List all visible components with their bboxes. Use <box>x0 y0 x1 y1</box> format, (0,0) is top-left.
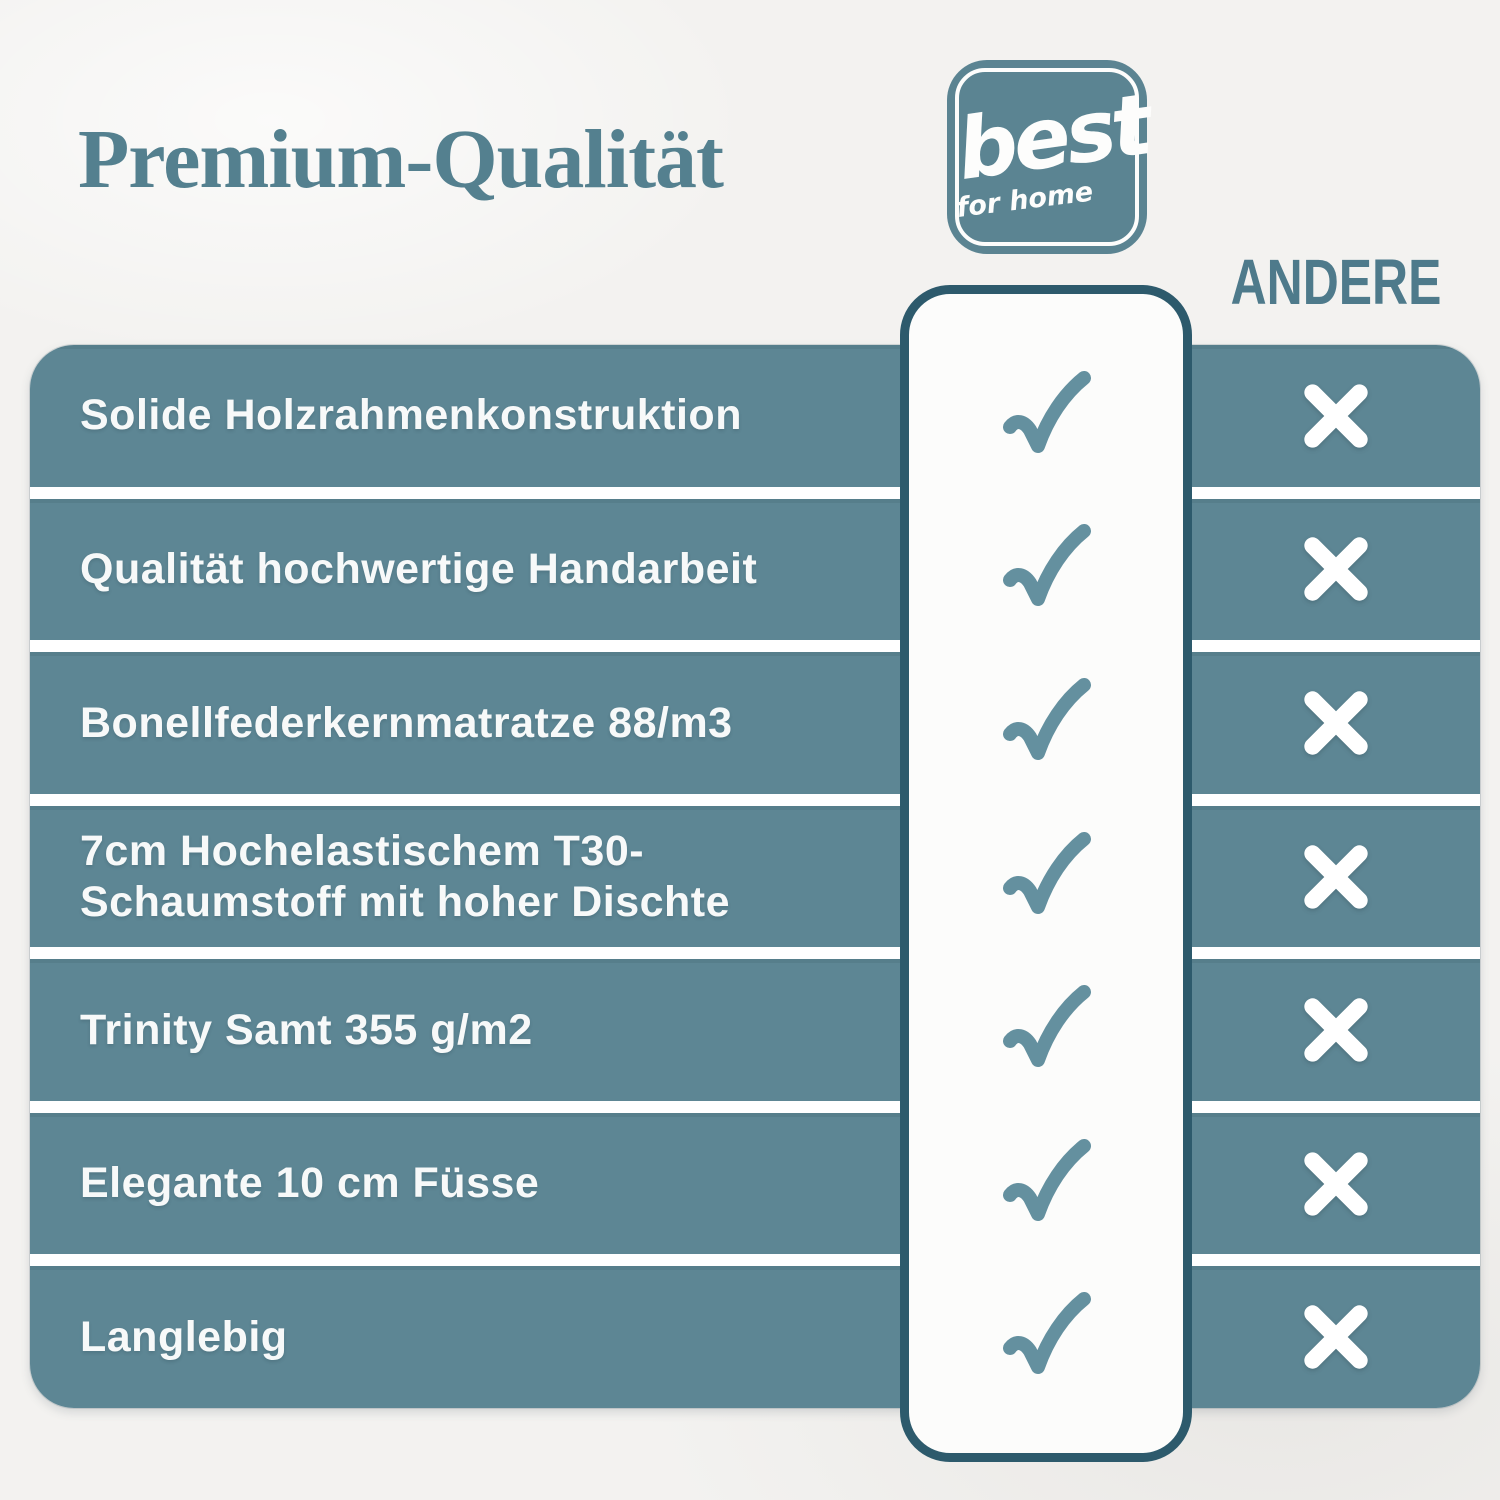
table-row: Trinity Samt 355 g/m2 <box>30 959 1480 1101</box>
table-row: Qualität hochwertige Handarbeit <box>30 498 1480 641</box>
cross-icon <box>1291 1292 1381 1382</box>
cross-icon <box>1291 1139 1381 1229</box>
row-label: Langlebig <box>80 1312 288 1361</box>
table-row: Elegante 10 cm Füsse <box>30 1112 1480 1255</box>
cross-icon <box>1291 985 1381 1075</box>
page-title: Premium-Qualität <box>78 113 724 206</box>
row-label: Trinity Samt 355 g/m2 <box>80 1005 533 1054</box>
check-icon <box>909 806 1183 948</box>
check-icon <box>909 345 1183 487</box>
cross-icon <box>1291 371 1381 461</box>
row-label: Solide Holzrahmenkonstruktion <box>80 391 742 440</box>
check-icon <box>909 959 1183 1101</box>
logo-inner-border: best for home <box>951 68 1154 246</box>
best-column <box>900 285 1192 1462</box>
brand-logo: best for home <box>947 60 1154 254</box>
table-row: Langlebig <box>30 1266 1480 1408</box>
cross-icon <box>1291 678 1381 768</box>
table-row: 7cm Hochelastischem T30- Schaumstoff mit… <box>30 805 1480 948</box>
row-label: Elegante 10 cm Füsse <box>80 1159 540 1208</box>
cross-icon <box>1291 832 1381 922</box>
cross-icon <box>1291 524 1381 614</box>
check-icon <box>909 499 1183 641</box>
row-label: 7cm Hochelastischem T30- Schaumstoff mit… <box>80 826 731 926</box>
competitor-column-header: ANDERE <box>1230 246 1442 318</box>
row-label: Bonellfederkernmatratze 88/m3 <box>80 698 733 747</box>
check-icon <box>909 1113 1183 1255</box>
table-row: Solide Holzrahmenkonstruktion <box>30 345 1480 487</box>
row-label: Qualität hochwertige Handarbeit <box>80 545 758 593</box>
table-row: Bonellfederkernmatratze 88/m3 <box>30 652 1480 794</box>
brand-name: best <box>951 75 1155 199</box>
comparison-table: Solide Holzrahmenkonstruktion Qualität h… <box>30 345 1480 1408</box>
check-icon <box>909 1266 1183 1408</box>
check-icon <box>909 652 1183 794</box>
